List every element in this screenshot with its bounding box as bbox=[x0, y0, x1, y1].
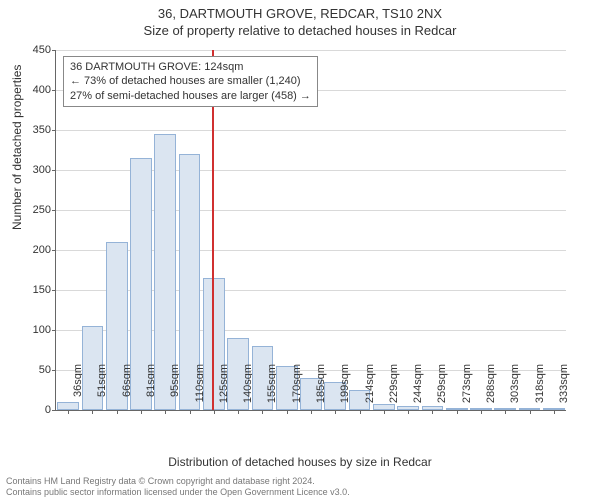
x-axis-label: Distribution of detached houses by size … bbox=[0, 455, 600, 469]
ytick-label: 350 bbox=[21, 124, 51, 136]
xtick-mark bbox=[165, 410, 166, 414]
xtick-mark bbox=[360, 410, 361, 414]
chart-area: 05010015020025030035040045036sqm51sqm66s… bbox=[55, 50, 565, 410]
ytick-label: 400 bbox=[21, 84, 51, 96]
ytick-mark bbox=[52, 170, 56, 171]
ytick-mark bbox=[52, 90, 56, 91]
ytick-mark bbox=[52, 210, 56, 211]
ytick-mark bbox=[52, 290, 56, 291]
xtick-label: 288sqm bbox=[485, 364, 497, 414]
xtick-mark bbox=[505, 410, 506, 414]
ytick-mark bbox=[52, 330, 56, 331]
xtick-label: 333sqm bbox=[558, 364, 570, 414]
xtick-mark bbox=[92, 410, 93, 414]
xtick-mark bbox=[554, 410, 555, 414]
chart-title-sub: Size of property relative to detached ho… bbox=[0, 21, 600, 38]
xtick-mark bbox=[117, 410, 118, 414]
ytick-mark bbox=[52, 50, 56, 51]
ytick-label: 250 bbox=[21, 204, 51, 216]
ytick-label: 0 bbox=[21, 404, 51, 416]
xtick-label: 303sqm bbox=[509, 364, 521, 414]
y-axis-label: Number of detached properties bbox=[10, 65, 24, 230]
xtick-mark bbox=[408, 410, 409, 414]
xtick-mark bbox=[262, 410, 263, 414]
ytick-mark bbox=[52, 370, 56, 371]
xtick-mark bbox=[335, 410, 336, 414]
ytick-label: 300 bbox=[21, 164, 51, 176]
ytick-label: 200 bbox=[21, 244, 51, 256]
footer-line1: Contains HM Land Registry data © Crown c… bbox=[6, 476, 350, 487]
xtick-mark bbox=[311, 410, 312, 414]
ytick-label: 450 bbox=[21, 44, 51, 56]
ytick-mark bbox=[52, 130, 56, 131]
gridline bbox=[56, 130, 566, 131]
xtick-label: 259sqm bbox=[436, 364, 448, 414]
xtick-label: 273sqm bbox=[461, 364, 473, 414]
annotation-line1: 36 DARTMOUTH GROVE: 124sqm bbox=[70, 60, 311, 74]
footer-attribution: Contains HM Land Registry data © Crown c… bbox=[6, 476, 350, 498]
xtick-mark bbox=[287, 410, 288, 414]
gridline bbox=[56, 50, 566, 51]
xtick-mark bbox=[190, 410, 191, 414]
ytick-label: 150 bbox=[21, 284, 51, 296]
xtick-mark bbox=[457, 410, 458, 414]
ytick-label: 100 bbox=[21, 324, 51, 336]
xtick-mark bbox=[432, 410, 433, 414]
annotation-line3: 27% of semi-detached houses are larger (… bbox=[70, 89, 311, 103]
xtick-mark bbox=[238, 410, 239, 414]
xtick-mark bbox=[530, 410, 531, 414]
xtick-mark bbox=[141, 410, 142, 414]
annotation-line2: ← 73% of detached houses are smaller (1,… bbox=[70, 74, 311, 88]
xtick-mark bbox=[384, 410, 385, 414]
xtick-mark bbox=[481, 410, 482, 414]
xtick-label: 318sqm bbox=[534, 364, 546, 414]
ytick-mark bbox=[52, 250, 56, 251]
chart-title-main: 36, DARTMOUTH GROVE, REDCAR, TS10 2NX bbox=[0, 0, 600, 21]
ytick-label: 50 bbox=[21, 364, 51, 376]
footer-line2: Contains public sector information licen… bbox=[6, 487, 350, 498]
xtick-mark bbox=[214, 410, 215, 414]
annotation-box: 36 DARTMOUTH GROVE: 124sqm ← 73% of deta… bbox=[63, 56, 318, 107]
xtick-mark bbox=[68, 410, 69, 414]
ytick-mark bbox=[52, 410, 56, 411]
